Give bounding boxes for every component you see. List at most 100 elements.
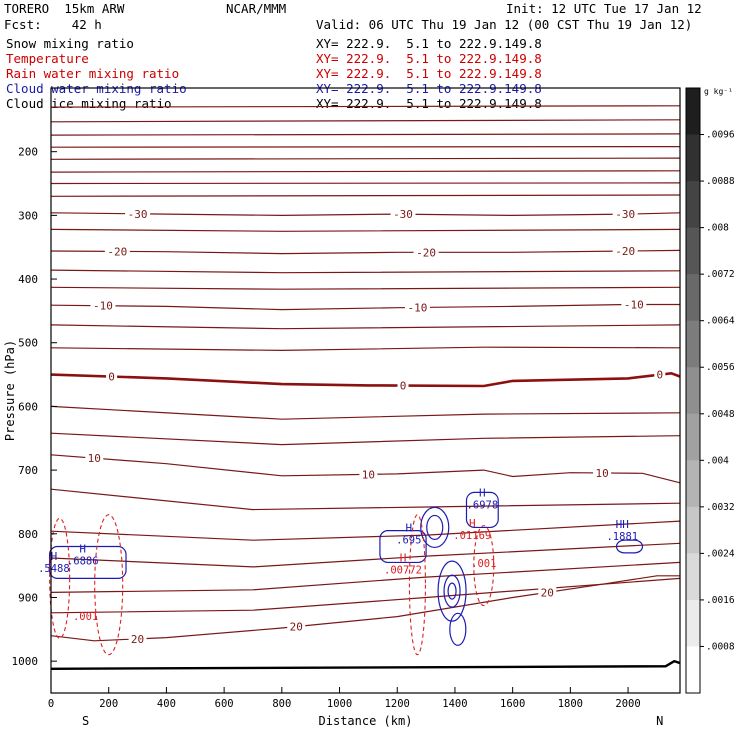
colorbar-segment xyxy=(686,646,700,694)
isotherm-label-bg xyxy=(593,466,612,479)
isotherm-label-bg xyxy=(413,246,439,259)
isotherm-label-bg xyxy=(128,632,147,645)
isotherm-line-20 xyxy=(50,575,680,642)
isotherm-label: 20 xyxy=(290,621,303,634)
colorbar-segment xyxy=(686,367,700,415)
colorbar-segment xyxy=(686,413,700,461)
cloud-water-contour xyxy=(420,506,450,549)
terrain-line xyxy=(50,659,681,670)
isotherm-label-bg xyxy=(85,452,104,465)
isotherm-line xyxy=(50,119,681,123)
x-axis-label: Distance (km) xyxy=(319,714,413,728)
x-tick-label: 200 xyxy=(99,698,118,710)
field-name-snow: Snow mixing ratio xyxy=(6,36,134,51)
x-tick-label: 800 xyxy=(272,698,291,710)
isotherm-line xyxy=(50,194,681,197)
colorbar-tick-label: .0032 xyxy=(706,502,735,513)
maximum-marker: HH xyxy=(616,518,629,531)
colorbar-tick-label: .0024 xyxy=(706,548,735,559)
isotherm-line xyxy=(50,432,681,446)
y-tick-label: 700 xyxy=(18,464,38,477)
isotherm-label-bg xyxy=(397,379,409,392)
maximum-value: .695 xyxy=(396,534,421,546)
colorbar-segment xyxy=(686,320,700,368)
maximum-value: .1881 xyxy=(606,531,638,543)
colorbar-segment xyxy=(686,460,700,508)
colorbar-segment xyxy=(686,506,700,554)
isotherm-line xyxy=(50,157,681,160)
isotherm-label: -30 xyxy=(128,208,148,221)
isotherm-label: -10 xyxy=(93,300,113,313)
maximum-value: .6978 xyxy=(467,499,499,511)
isotherm-label-bg xyxy=(390,208,416,221)
isotherm-label-bg xyxy=(359,468,378,481)
colorbar-segment xyxy=(686,181,700,229)
cloud-water-contour xyxy=(449,612,467,646)
isotherm-label: -20 xyxy=(416,246,436,259)
colorbar-unit: g kg⁻¹ xyxy=(704,87,733,96)
isotherm-line xyxy=(50,146,681,148)
isotherm-label-bg xyxy=(104,245,130,258)
model-title: TORERO 15km ARW xyxy=(4,1,125,16)
maximum-value: .6886 xyxy=(67,555,99,567)
isotherm-line xyxy=(50,324,681,330)
colorbar-tick-label: .004 xyxy=(706,455,729,466)
x-tick-label: 0 xyxy=(48,698,54,710)
x-tick-label: 400 xyxy=(157,698,176,710)
isotherm-label-bg xyxy=(612,208,638,221)
isotherm-line xyxy=(50,105,681,108)
isotherm-label: 20 xyxy=(131,633,144,646)
isotherm-line xyxy=(50,488,681,511)
x-tick-label: 2000 xyxy=(615,698,640,710)
x-tick-label: 600 xyxy=(215,698,234,710)
colorbar-tick-label: .0008 xyxy=(706,641,735,652)
cloud-water-contour xyxy=(443,574,461,608)
isotherm-label: 10 xyxy=(595,467,608,480)
rain-water-contour xyxy=(408,514,426,656)
maximum-value: .01169 xyxy=(453,530,491,542)
init-time: Init: 12 UTC Tue 17 Jan 12 xyxy=(506,1,702,16)
y-tick-label: 300 xyxy=(18,209,38,222)
isotherm-label: -20 xyxy=(107,245,127,258)
isotherm-label: 10 xyxy=(362,468,375,481)
isotherm-label: 10 xyxy=(88,452,101,465)
x-tick-label: 1400 xyxy=(442,698,467,710)
isotherm-line xyxy=(50,286,681,290)
maximum-marker: H xyxy=(405,521,412,534)
maximum-marker: H xyxy=(469,517,476,530)
rain-water-contour xyxy=(49,517,71,639)
field-xy-rain: XY= 222.9. 5.1 to 222.9.149.8 xyxy=(316,66,542,81)
field-name-rain: Rain water mixing ratio xyxy=(6,66,180,81)
maximum-value: .5488 xyxy=(38,563,70,575)
isotherm-label: -10 xyxy=(407,301,427,314)
forecast-hour: Fcst: 42 h xyxy=(4,17,102,32)
isotherm-label-bg xyxy=(106,370,118,383)
maximum-value: .00772 xyxy=(384,564,422,576)
isotherm-label-bg xyxy=(404,301,430,314)
y-tick-label: 500 xyxy=(18,337,38,350)
isotherm-line-0 xyxy=(50,371,681,388)
colorbar-segment xyxy=(686,274,700,322)
colorbar-segment xyxy=(686,599,700,647)
plot-frame xyxy=(50,87,681,694)
y-axis-label: Pressure (hPa) xyxy=(3,340,17,441)
colorbar-frame xyxy=(685,87,701,694)
maximum-value: .001 xyxy=(471,558,496,570)
isotherm-label: 20 xyxy=(541,586,554,599)
south-label: S xyxy=(82,714,89,728)
isotherm-line xyxy=(50,577,681,614)
isotherm-line-10 xyxy=(50,454,681,484)
isotherm-line xyxy=(50,182,681,185)
maximum-marker: H xyxy=(51,550,58,563)
y-tick-label: 900 xyxy=(18,591,38,604)
isotherm-label-bg xyxy=(287,620,306,633)
org-label: NCAR/MMM xyxy=(226,1,287,16)
y-tick-label: 600 xyxy=(18,400,38,413)
isotherm-line--20 xyxy=(50,249,681,255)
isotherm-line xyxy=(50,228,681,232)
colorbar-tick-label: .0088 xyxy=(706,176,735,187)
x-tick-label: 1000 xyxy=(327,698,352,710)
isotherm-label-bg xyxy=(621,298,647,311)
colorbar-tick-label: .0048 xyxy=(706,409,735,420)
